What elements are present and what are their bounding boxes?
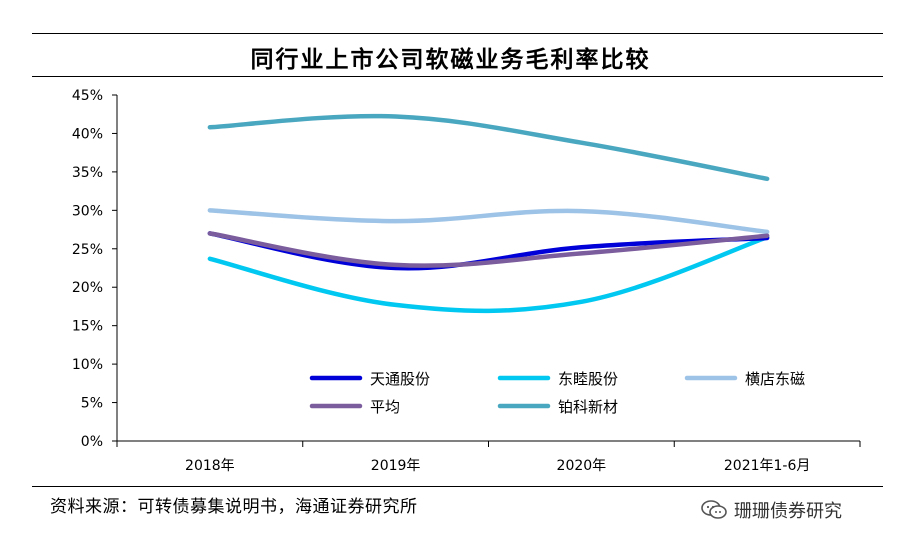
series-line-3 [207,208,770,235]
y-tick-label: 45% [72,88,103,104]
source-note: 资料来源：可转债募集说明书，海通证券研究所 [50,497,418,517]
x-tick-label: 2021年1-6月 [724,458,811,474]
y-tick-label: 5% [81,396,103,412]
title-underline [32,76,883,77]
legend-label-2: 东睦股份 [558,370,618,388]
legend-label-3: 横店东磁 [745,370,805,388]
bottom-rule [32,486,883,487]
x-tick-label: 2019年 [371,458,421,474]
y-tick-label: 0% [81,434,103,450]
wechat-icon [701,500,727,519]
y-tick-label: 40% [72,126,103,142]
y-tick-label: 35% [72,165,103,181]
x-tick-label: 2018年 [185,458,235,474]
legend-label-5: 铂科新材 [558,398,618,416]
watermark: 珊珊债券研究 [700,497,842,523]
legend-label-1: 天通股份 [370,370,430,388]
y-tick-label: 20% [72,280,103,296]
y-tick-label: 30% [72,203,103,219]
series-line-5 [207,113,770,182]
watermark-text: 珊珊债券研究 [734,501,842,522]
y-tick-label: 10% [72,357,103,373]
chart-title: 同行业上市公司软磁业务毛利率比较 [250,46,651,73]
top-rule [32,33,883,34]
y-tick-label: 15% [72,319,103,335]
y-tick-label: 25% [72,242,103,258]
legend-label-4: 平均 [370,398,400,416]
series-line-2 [207,234,770,314]
x-tick-label: 2020年 [557,458,607,474]
series-line-4 [207,231,770,268]
